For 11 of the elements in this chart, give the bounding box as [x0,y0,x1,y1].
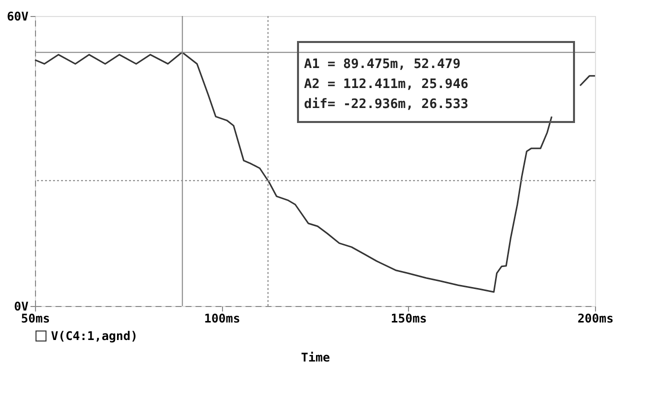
y-tick-label: 0V [14,300,28,314]
y-tick-label: 60V [6,10,28,24]
x-tick-label: 150ms [390,312,427,326]
x-tick-label: 200ms [577,312,614,326]
legend-label: V(C4:1,agnd) [51,329,138,343]
annotation: A2 = 112.411m, 25.946 [304,77,469,92]
annotation: dif= -22.936m, 26.533 [304,97,468,112]
x-tick-label: 100ms [204,312,240,326]
annotation: A1 = 89.475m, 52.479 [304,57,461,72]
x-tick-label: 50ms [21,312,50,326]
x-axis-title: Time [301,350,330,364]
